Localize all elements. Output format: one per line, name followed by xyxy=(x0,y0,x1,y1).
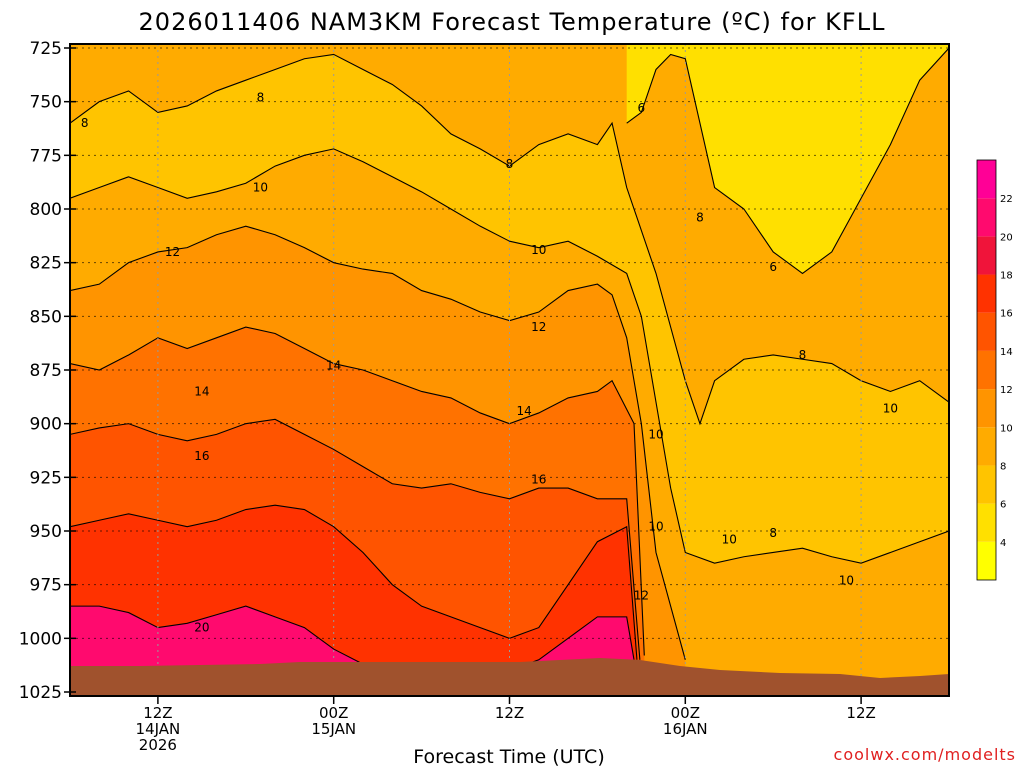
colorbar-swatch xyxy=(977,503,996,542)
contour-line xyxy=(70,53,949,426)
colorbar-swatch xyxy=(977,541,996,580)
x-tick-label: 12Z xyxy=(495,704,524,722)
colorbar-swatch xyxy=(977,198,996,237)
colorbar-label: 4 xyxy=(1000,538,1006,549)
x-tick-label: 14JAN xyxy=(136,720,181,738)
contour-line xyxy=(70,148,949,564)
contour-label: 8 xyxy=(769,526,777,540)
contour-label: 14 xyxy=(194,384,209,398)
chart-title: 2026011406 NAM3KM Forecast Temperature (… xyxy=(139,8,886,36)
contour-label: 10 xyxy=(648,427,663,441)
contour-label: 8 xyxy=(257,90,265,104)
colorbar-label: 8 xyxy=(1000,461,1006,472)
x-tick-label: 2026 xyxy=(139,736,177,754)
contour-label: 6 xyxy=(769,260,777,274)
colorbar-swatch xyxy=(977,465,996,504)
contour-label: 10 xyxy=(839,573,854,587)
credit-text: coolwx.com/modelts xyxy=(834,745,1016,764)
contour-label: 8 xyxy=(799,348,807,362)
x-axis-title: Forecast Time (UTC) xyxy=(413,746,604,768)
y-tick-label: 1000 xyxy=(19,629,62,649)
contour-line xyxy=(70,326,645,656)
contour-label: 14 xyxy=(517,404,532,418)
y-tick-label: 850 xyxy=(30,307,62,327)
colorbar-label: 10 xyxy=(1000,423,1013,434)
y-axis: 725 750 775 800 825 850 875 900 925 950 975 1000 102… xyxy=(19,39,76,703)
colorbar-swatch xyxy=(977,389,996,428)
contour-label: 10 xyxy=(883,402,898,416)
contour-label: 10 xyxy=(253,181,268,195)
x-tick-label: 15JAN xyxy=(311,720,356,738)
colorbar-frame xyxy=(976,159,997,581)
colorbar: 4 6 8 10 12 14 16 18 20 22 xyxy=(976,159,1013,581)
colorbar-label: 6 xyxy=(1000,500,1006,511)
colorbar-swatch xyxy=(977,236,996,275)
plot-area: 8 8 10 12 14 16 20 14 14 16 12 10 8 6 8 6 8 10 10 10 10 8 10 12 xyxy=(70,44,949,696)
contour-label: 8 xyxy=(506,157,514,171)
y-tick-label: 725 xyxy=(30,39,62,59)
y-tick-label: 1025 xyxy=(19,683,62,703)
y-tick-label: 900 xyxy=(30,415,62,435)
x-tick-label: 12Z xyxy=(846,704,875,722)
colorbar-label: 22 xyxy=(1000,194,1013,205)
contour-label: 10 xyxy=(722,533,737,547)
y-tick-label: 800 xyxy=(30,200,62,220)
contour-line xyxy=(70,418,641,660)
contour-line xyxy=(70,225,686,660)
colorbar-swatch xyxy=(977,312,996,351)
contour-label: 8 xyxy=(696,211,704,225)
contour-label: 12 xyxy=(634,588,649,602)
colorbar-label: 20 xyxy=(1000,232,1013,243)
contour-label: 12 xyxy=(165,245,180,259)
colorbar-swatch xyxy=(977,350,996,390)
colorbar-label: 14 xyxy=(1000,347,1013,358)
contour-label: 6 xyxy=(638,101,646,115)
y-tick-label: 950 xyxy=(30,522,62,542)
contour-label: 12 xyxy=(531,320,546,334)
contour-line xyxy=(70,504,638,660)
x-tick-label: 00Z xyxy=(319,704,348,722)
y-tick-label: 875 xyxy=(30,361,62,381)
colorbar-label: 18 xyxy=(1000,271,1013,282)
contour-label: 10 xyxy=(648,520,663,534)
contour-label: 20 xyxy=(194,621,209,635)
contour-label: 10 xyxy=(531,243,546,257)
colorbar-swatch xyxy=(977,427,996,466)
colorbar-label: 16 xyxy=(1000,309,1013,320)
contour-label: 16 xyxy=(194,449,209,463)
colorbar-swatch xyxy=(977,274,996,313)
y-tick-label: 925 xyxy=(30,468,62,488)
y-tick-label: 775 xyxy=(30,146,62,166)
terrain-surface xyxy=(70,658,949,696)
y-tick-label: 825 xyxy=(30,254,62,274)
x-tick-label: 16JAN xyxy=(663,720,708,738)
contour-label: 16 xyxy=(531,472,546,486)
contour-label: 14 xyxy=(326,359,341,373)
contour-label: 8 xyxy=(81,116,89,130)
contour-labels: 8 8 10 12 14 16 20 14 14 16 12 10 8 6 8 6 8 10 10 10 10 8 10 12 xyxy=(81,90,898,634)
x-tick-label: 00Z xyxy=(671,704,700,722)
x-tick-label: 12Z xyxy=(143,704,172,722)
colorbar-label: 12 xyxy=(1000,385,1013,396)
y-tick-label: 750 xyxy=(30,93,62,113)
y-tick-label: 975 xyxy=(30,576,62,596)
colorbar-swatch xyxy=(977,160,996,199)
